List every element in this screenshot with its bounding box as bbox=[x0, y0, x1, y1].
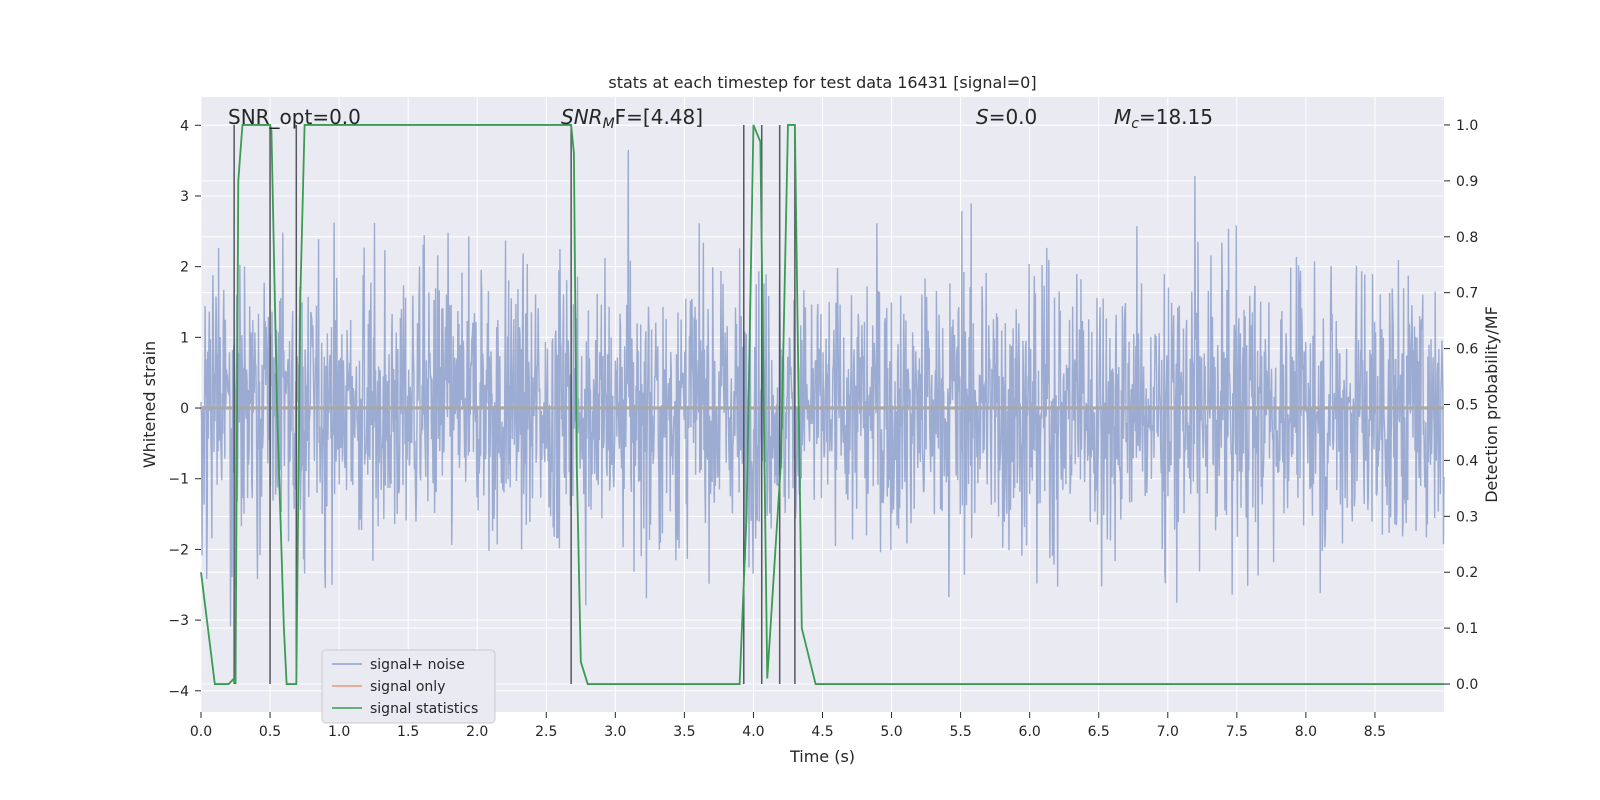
annotation-mc-sub: c bbox=[1131, 116, 1139, 132]
x-tick-label: 8.0 bbox=[1295, 724, 1317, 740]
annotation-mc-label: M bbox=[1114, 105, 1131, 129]
y-tick-label: −4 bbox=[168, 684, 189, 700]
x-tick-label: 5.0 bbox=[880, 724, 902, 740]
chart-title: stats at each timestep for test data 164… bbox=[608, 73, 1036, 92]
y-axis-label: Whitened strain bbox=[140, 341, 159, 468]
x-tick-label: 6.5 bbox=[1088, 724, 1110, 740]
y-tick-label: −2 bbox=[168, 542, 189, 558]
y-tick-label: −3 bbox=[168, 613, 189, 629]
y2-tick-label: 0.4 bbox=[1456, 453, 1478, 469]
y-tick-label: 3 bbox=[180, 189, 189, 205]
annotation-snr-mf-rest: F=[4.48] bbox=[615, 105, 703, 129]
legend-label-signal-only: signal only bbox=[370, 679, 445, 695]
x-tick-label: 7.0 bbox=[1157, 724, 1179, 740]
y2-tick-label: 0.6 bbox=[1456, 342, 1478, 358]
x-tick-label: 1.0 bbox=[328, 724, 350, 740]
annotation-mc: Mc=18.15 bbox=[1114, 105, 1213, 132]
annotation-s: S=0.0 bbox=[976, 105, 1037, 129]
legend-label-signal-statistics: signal statistics bbox=[370, 701, 478, 717]
y2-tick-label: 0.5 bbox=[1456, 398, 1478, 414]
y-tick-label: −1 bbox=[168, 472, 189, 488]
annotation-snr-mf-sub: M bbox=[603, 116, 615, 132]
annotation-s-label: S bbox=[976, 105, 989, 129]
y-tick-label: 0 bbox=[180, 401, 189, 417]
x-tick-label: 3.0 bbox=[604, 724, 626, 740]
y2-tick-label: 0.3 bbox=[1456, 509, 1478, 525]
x-tick-label: 0.5 bbox=[259, 724, 281, 740]
y-tick-label: 2 bbox=[180, 260, 189, 276]
annotation-snr-mf-label: SNR bbox=[561, 105, 603, 129]
signal-statistics-line bbox=[200, 124, 1444, 685]
annotation-s-rest: =0.0 bbox=[989, 105, 1038, 129]
detection-vlines bbox=[233, 124, 796, 685]
x-tick-label: 3.5 bbox=[673, 724, 695, 740]
legend: signal+ noise signal only signal statist… bbox=[321, 649, 496, 724]
y2-tick-label: 0.9 bbox=[1456, 174, 1478, 190]
y-tick-label: 1 bbox=[180, 330, 189, 346]
x-tick-label: 8.5 bbox=[1364, 724, 1386, 740]
legend-box bbox=[321, 649, 496, 724]
y2-axis-label: Detection probability/MF bbox=[1482, 306, 1501, 503]
signal-noise-series bbox=[200, 150, 1445, 627]
x-tick-label: 4.5 bbox=[811, 724, 833, 740]
y2-tick-label: 0.8 bbox=[1456, 230, 1478, 246]
legend-label-signal-noise: signal+ noise bbox=[370, 657, 465, 673]
annotation-snr-opt: SNR_opt=0.0 bbox=[228, 105, 361, 129]
x-tick-label: 6.0 bbox=[1019, 724, 1041, 740]
y2-tick-label: 0.2 bbox=[1456, 565, 1478, 581]
x-tick-label: 0.0 bbox=[190, 724, 212, 740]
y2-tick-label: 0.1 bbox=[1456, 621, 1478, 637]
x-tick-label: 5.5 bbox=[949, 724, 971, 740]
x-tick-label: 1.5 bbox=[397, 724, 419, 740]
y2-tick-label: 0.7 bbox=[1456, 286, 1478, 302]
x-tick-label: 2.5 bbox=[535, 724, 557, 740]
annotation-mc-rest: =18.15 bbox=[1139, 105, 1213, 129]
y2-tick-label: 0.0 bbox=[1456, 677, 1478, 693]
annotation-snr-mf: SNRMF=[4.48] bbox=[561, 105, 703, 132]
x-axis-label: Time (s) bbox=[789, 747, 855, 766]
signal-statistics-series bbox=[200, 124, 1444, 685]
signal-noise-line bbox=[200, 150, 1445, 627]
axes: 0.0 0.5 1.0 1.5 2.0 2.5 3.0 3.5 4.0 4.5 5.0 5.5 6.0 6… bbox=[168, 118, 1478, 740]
x-tick-label: 7.5 bbox=[1226, 724, 1248, 740]
y2-tick-label: 1.0 bbox=[1456, 118, 1478, 134]
x-tick-label: 2.0 bbox=[466, 724, 488, 740]
x-tick-label: 4.0 bbox=[742, 724, 764, 740]
y-tick-label: 4 bbox=[180, 118, 189, 134]
